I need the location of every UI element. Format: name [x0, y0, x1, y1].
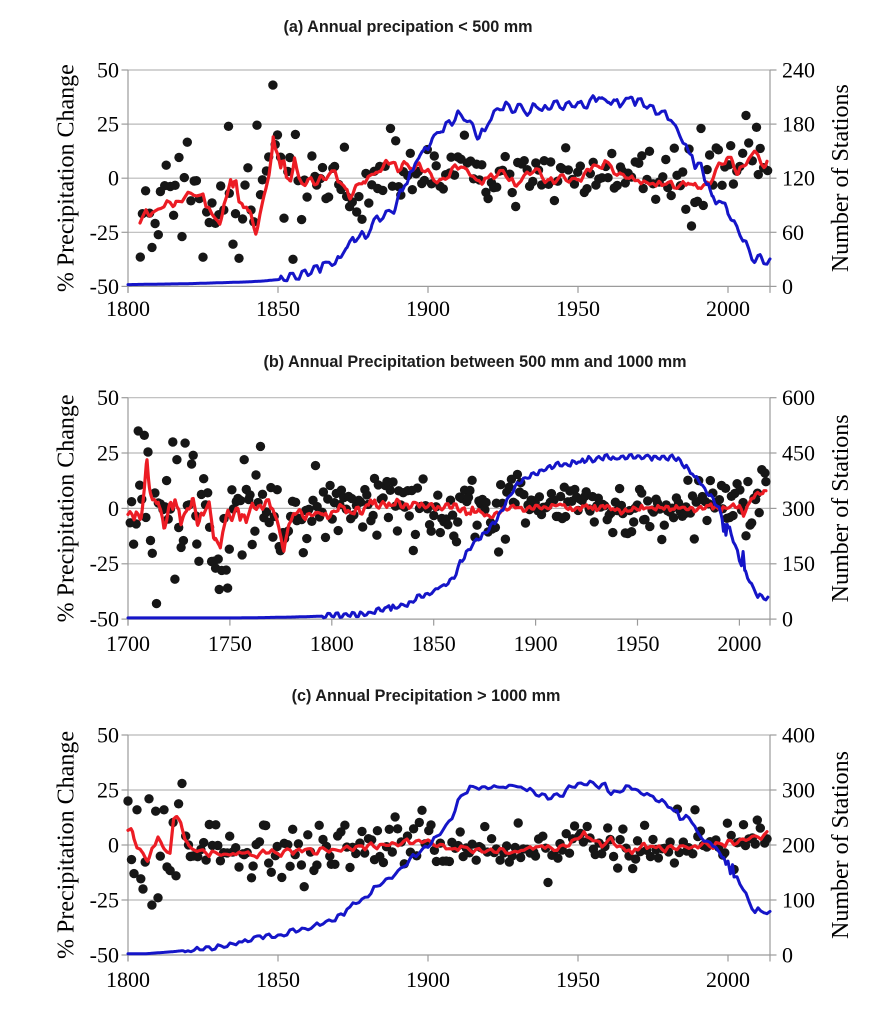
svg-text:-50: -50: [90, 274, 119, 299]
svg-text:1850: 1850: [412, 631, 456, 656]
svg-text:(c) Annual Precipitation > 100: (c) Annual Precipitation > 1000 mm: [292, 687, 561, 705]
svg-text:1850: 1850: [256, 967, 300, 992]
svg-text:-25: -25: [90, 220, 119, 245]
svg-text:300: 300: [782, 496, 815, 521]
svg-text:25: 25: [97, 112, 119, 137]
svg-text:1900: 1900: [406, 296, 450, 321]
svg-text:Number of Stations: Number of Stations: [828, 414, 854, 602]
svg-text:0: 0: [782, 943, 793, 968]
svg-text:-50: -50: [90, 607, 119, 632]
svg-text:% Precipitation Change: % Precipitation Change: [54, 731, 80, 959]
svg-text:-25: -25: [90, 551, 119, 576]
svg-text:1950: 1950: [556, 967, 600, 992]
svg-text:1800: 1800: [106, 967, 150, 992]
svg-text:(a) Annual precipation < 500 m: (a) Annual precipation < 500 mm: [283, 18, 532, 36]
svg-text:200: 200: [782, 833, 815, 858]
svg-text:(b) Annual Precipitation betwe: (b) Annual Precipitation between 500 mm …: [263, 353, 686, 371]
svg-text:1800: 1800: [310, 631, 354, 656]
svg-text:1950: 1950: [556, 296, 600, 321]
svg-text:60: 60: [782, 220, 804, 245]
svg-text:50: 50: [97, 723, 119, 748]
svg-text:1950: 1950: [616, 631, 660, 656]
svg-text:Number of Stations: Number of Stations: [828, 751, 854, 939]
svg-text:2000: 2000: [706, 967, 750, 992]
svg-text:2000: 2000: [706, 296, 750, 321]
svg-text:0: 0: [108, 833, 119, 858]
svg-text:0: 0: [782, 607, 793, 632]
svg-text:25: 25: [97, 778, 119, 803]
svg-text:1750: 1750: [208, 631, 252, 656]
svg-text:300: 300: [782, 778, 815, 803]
svg-text:240: 240: [782, 58, 815, 83]
svg-text:1850: 1850: [256, 296, 300, 321]
svg-text:0: 0: [108, 496, 119, 521]
svg-text:120: 120: [782, 166, 815, 191]
svg-text:600: 600: [782, 385, 815, 410]
svg-text:400: 400: [782, 723, 815, 748]
svg-text:50: 50: [97, 385, 119, 410]
svg-text:% Precipitation Change: % Precipitation Change: [54, 64, 80, 292]
svg-text:0: 0: [782, 274, 793, 299]
svg-text:% Precipitation Change: % Precipitation Change: [54, 394, 80, 622]
svg-text:0: 0: [108, 166, 119, 191]
svg-text:150: 150: [782, 551, 815, 576]
svg-text:450: 450: [782, 441, 815, 466]
svg-text:1700: 1700: [106, 631, 150, 656]
svg-text:2000: 2000: [717, 631, 761, 656]
svg-text:50: 50: [97, 58, 119, 83]
svg-text:1900: 1900: [514, 631, 558, 656]
svg-text:180: 180: [782, 112, 815, 137]
svg-text:100: 100: [782, 888, 815, 913]
svg-text:25: 25: [97, 441, 119, 466]
svg-text:-50: -50: [90, 943, 119, 968]
svg-text:-25: -25: [90, 888, 119, 913]
svg-text:1800: 1800: [106, 296, 150, 321]
svg-text:1900: 1900: [406, 967, 450, 992]
svg-text:Number of Stations: Number of Stations: [828, 84, 854, 272]
